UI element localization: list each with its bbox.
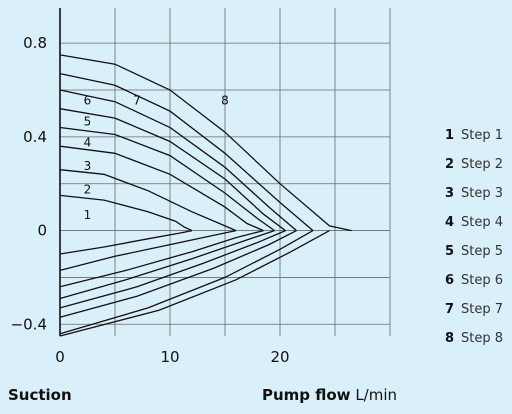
legend-item-label: Step 4 bbox=[461, 215, 504, 230]
curve-step-1-suction bbox=[59, 229, 193, 255]
curve-step-8-pressure bbox=[59, 54, 352, 232]
legend-item-label: Step 2 bbox=[461, 157, 504, 172]
curve-step-1-pressure bbox=[59, 194, 193, 232]
legend-item-number: 7 bbox=[445, 302, 455, 317]
grid bbox=[60, 8, 391, 336]
curve-step-2-suction bbox=[59, 229, 237, 272]
legend: 1 Step 1 2 Step 2 3 Step 3 4 Step 4 5 Step 5 6 Step… bbox=[445, 121, 503, 353]
legend-item: 3 Step 3 bbox=[445, 179, 503, 208]
legend-item: 2 Step 2 bbox=[445, 150, 503, 179]
legend-item-label: Step 3 bbox=[461, 186, 504, 201]
y-tick-label: 0.8 bbox=[23, 34, 47, 52]
curve-label-6: 6 bbox=[84, 93, 92, 107]
curve-label-7: 7 bbox=[133, 93, 141, 107]
curve-label-5: 5 bbox=[84, 114, 92, 128]
curve-label-3: 3 bbox=[84, 159, 92, 173]
legend-item-number: 1 bbox=[445, 128, 455, 143]
curve-step-6-pressure bbox=[59, 89, 297, 232]
curve-label-2: 2 bbox=[84, 182, 92, 196]
curve-step-7-pressure bbox=[59, 72, 314, 232]
curve-label-8: 8 bbox=[221, 93, 229, 107]
curve-step-2-pressure bbox=[59, 169, 237, 232]
x-tick-label: 0 bbox=[55, 348, 65, 366]
legend-item-number: 4 bbox=[445, 215, 455, 230]
legend-item-number: 2 bbox=[445, 157, 455, 172]
y-tick-label: −0.4 bbox=[11, 315, 47, 333]
legend-item-label: Step 5 bbox=[461, 244, 504, 259]
x-axis-label-unit: L/min bbox=[355, 386, 398, 404]
legend-item: 6 Step 6 bbox=[445, 266, 503, 295]
curve-step-4-suction bbox=[59, 229, 275, 300]
legend-item-label: Step 7 bbox=[461, 302, 504, 317]
curve-step-4-pressure bbox=[59, 126, 275, 232]
curves bbox=[59, 54, 352, 337]
legend-item-label: Step 8 bbox=[461, 331, 504, 346]
curve-step-3-pressure bbox=[59, 145, 264, 232]
legend-item-number: 6 bbox=[445, 273, 455, 288]
x-axis-label-main: Pump flow bbox=[262, 386, 351, 404]
legend-item-number: 8 bbox=[445, 331, 455, 346]
curve-step-3-suction bbox=[59, 229, 264, 288]
curve-label-1: 1 bbox=[84, 208, 92, 222]
x-tick-label: 20 bbox=[270, 348, 289, 366]
legend-item: 8 Step 8 bbox=[445, 324, 503, 353]
x-axis-label: Pump flow L/min bbox=[262, 386, 397, 404]
y-tick-label: 0.4 bbox=[23, 128, 47, 146]
y-axis-label: Suction bbox=[8, 386, 72, 404]
curve-step-5-suction bbox=[59, 230, 286, 309]
legend-item-number: 3 bbox=[445, 186, 455, 201]
curve-step-8-suction bbox=[59, 230, 330, 337]
curve-step-6-suction bbox=[59, 230, 297, 318]
legend-item-number: 5 bbox=[445, 244, 455, 259]
curve-labels: 1 2 3 4 5 6 7 8 bbox=[84, 93, 229, 222]
y-tick-label: 0 bbox=[37, 222, 47, 240]
curve-label-4: 4 bbox=[84, 136, 92, 150]
legend-item: 4 Step 4 bbox=[445, 208, 503, 237]
legend-item-label: Step 1 bbox=[461, 128, 504, 143]
tick-labels: 0 10 20 0.8 0.4 0 −0.4 bbox=[11, 34, 290, 366]
legend-item: 7 Step 7 bbox=[445, 295, 503, 324]
curve-step-5-pressure bbox=[59, 108, 286, 232]
curve-step-7-suction bbox=[59, 230, 314, 335]
legend-item: 5 Step 5 bbox=[445, 237, 503, 266]
x-tick-label: 10 bbox=[160, 348, 179, 366]
legend-item: 1 Step 1 bbox=[445, 121, 503, 150]
legend-item-label: Step 6 bbox=[461, 273, 504, 288]
